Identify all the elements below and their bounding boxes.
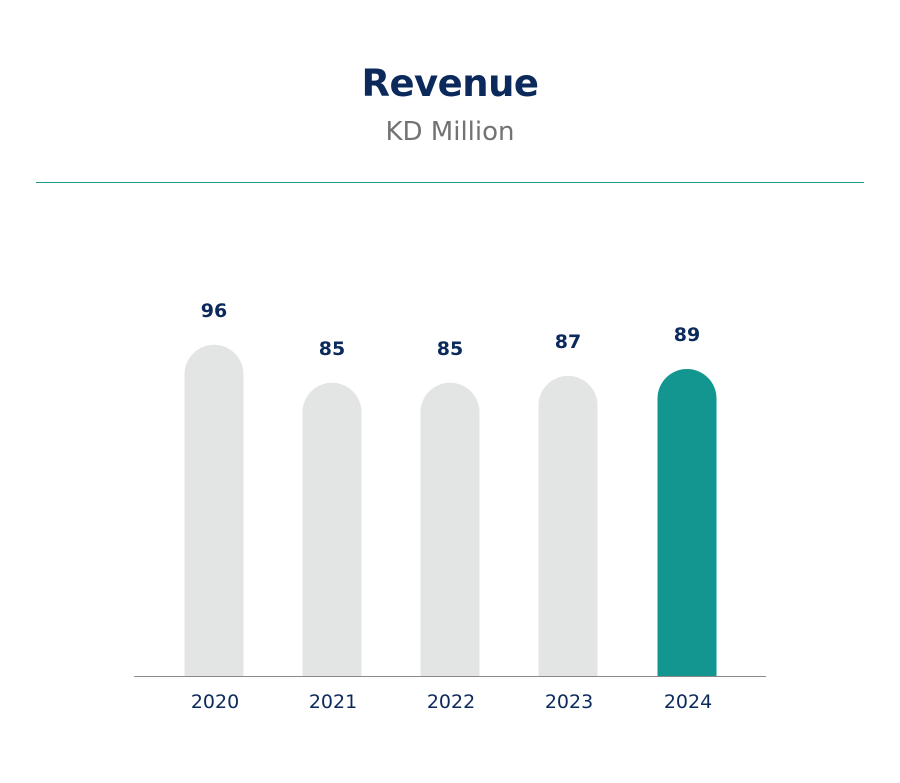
x-tick-label-2024: 2024 <box>664 691 712 713</box>
bar-2024 <box>657 368 717 676</box>
data-label-2021: 85 <box>319 338 345 360</box>
x-tick-label-2022: 2022 <box>427 691 475 713</box>
data-label-2020: 96 <box>201 300 227 322</box>
x-tick-label-2021: 2021 <box>309 691 357 713</box>
x-tick-label-2023: 2023 <box>545 691 593 713</box>
bar-2023 <box>538 375 598 676</box>
bar-2021 <box>302 382 362 676</box>
chart-subtitle: KD Million <box>385 117 515 147</box>
chart-title: Revenue <box>361 62 539 105</box>
data-label-2023: 87 <box>555 331 581 353</box>
header-divider <box>36 182 864 183</box>
x-tick-label-2020: 2020 <box>191 691 239 713</box>
data-label-2024: 89 <box>674 324 700 346</box>
data-label-2022: 85 <box>437 338 463 360</box>
bar-2020 <box>184 344 244 676</box>
bar-2022 <box>420 382 480 676</box>
